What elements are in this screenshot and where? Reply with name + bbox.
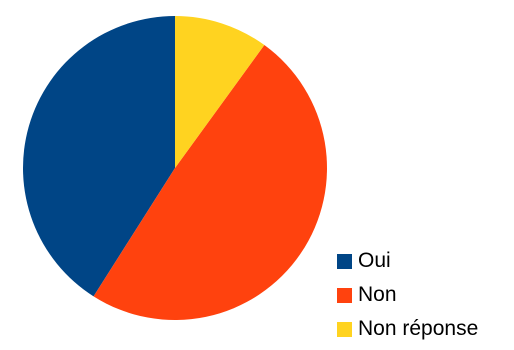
legend-label-non: Non: [358, 283, 397, 306]
legend-swatch-non-reponse: [337, 321, 352, 337]
legend-item-non: Non: [337, 282, 478, 308]
legend-item-oui: Oui: [337, 248, 478, 274]
legend: Oui Non Non réponse: [337, 248, 478, 350]
legend-label-oui: Oui: [358, 249, 391, 272]
legend-label-non-reponse: Non réponse: [358, 317, 479, 340]
legend-swatch-oui: [337, 253, 352, 269]
legend-item-non-reponse: Non réponse: [337, 316, 478, 342]
pie-slice-non-r-ponse: [175, 16, 265, 168]
pie-slice-non: [93, 45, 327, 320]
legend-swatch-non: [337, 287, 352, 303]
pie-slice-oui: [23, 16, 176, 297]
